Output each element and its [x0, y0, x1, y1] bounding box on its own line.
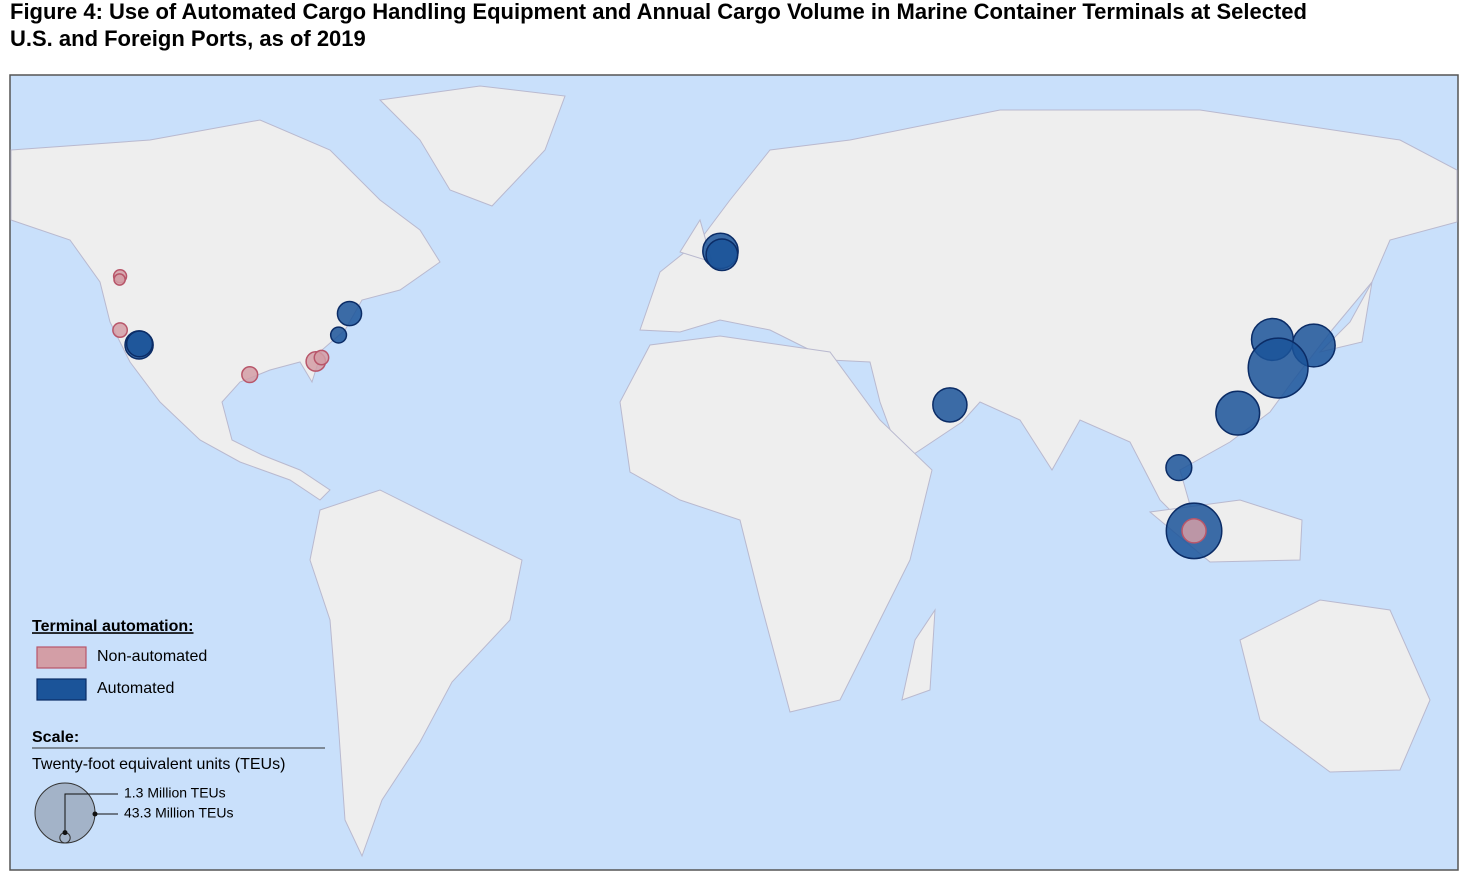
scale-subtitle: Twenty-foot equivalent units (TEUs): [32, 756, 285, 773]
scale-label: 43.3 Million TEUs: [124, 805, 233, 821]
legend-label: Automated: [97, 680, 174, 697]
port-bubble: [1181, 518, 1207, 544]
port-bubble: [241, 366, 259, 384]
madagascar: [901, 608, 936, 701]
bubbles: [112, 232, 1336, 560]
eurasia: [639, 109, 1458, 542]
scale-label: 1.3 Million TEUs: [124, 785, 226, 801]
chart-title: Figure 4: Use of Automated Cargo Handlin…: [10, 0, 1307, 24]
port-bubble: [113, 273, 126, 286]
scale-leader: [64, 793, 118, 833]
land: [10, 85, 1458, 858]
greenland: [378, 85, 566, 207]
japan: [1318, 281, 1373, 353]
port-bubble: [329, 326, 348, 344]
port-bubble: [112, 322, 129, 339]
scale-dot: [92, 811, 98, 817]
legend-swatch: [36, 646, 87, 669]
south-america: [309, 489, 523, 858]
port-bubble: [336, 300, 363, 327]
north-america: [10, 119, 441, 501]
africa: [619, 335, 933, 713]
port-bubble: [125, 330, 154, 358]
legend-label: Non-automated: [97, 648, 207, 665]
chart-title: U.S. and Foreign Ports, as of 2019: [10, 26, 366, 51]
legend-swatch: [36, 678, 87, 701]
port-bubble: [313, 349, 330, 366]
port-bubble: [932, 387, 968, 423]
scale-title: Scale:: [32, 729, 79, 746]
port-bubble: [705, 238, 739, 272]
legend-title: Terminal automation:: [32, 618, 194, 635]
port-bubble: [1215, 390, 1261, 436]
port-bubble: [1247, 337, 1309, 399]
legend: Terminal automation: Scale: Twenty-foot …: [32, 618, 325, 844]
port-bubble: [1165, 453, 1193, 482]
scale-dot: [62, 830, 68, 836]
australia: [1239, 599, 1431, 773]
